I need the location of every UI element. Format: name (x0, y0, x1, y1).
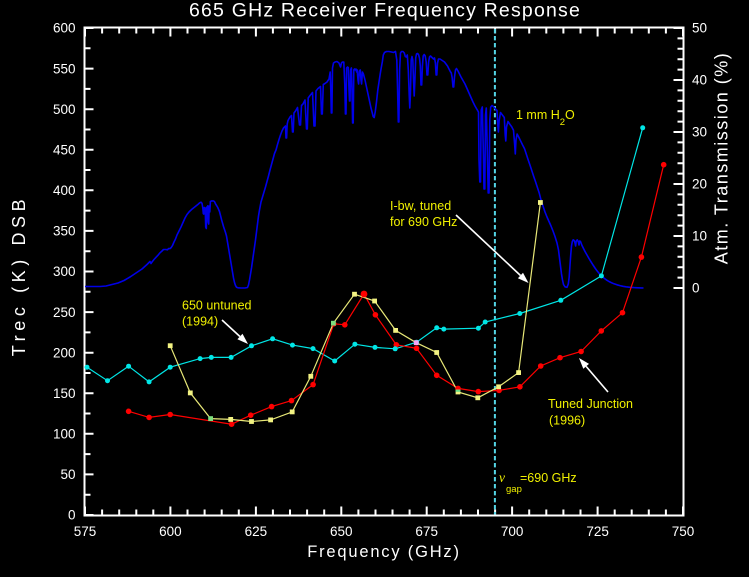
svg-text:0: 0 (68, 508, 76, 523)
svg-text:400: 400 (53, 183, 76, 198)
svg-text:30: 30 (692, 125, 707, 140)
svg-text:750: 750 (672, 524, 695, 539)
svg-text:575: 575 (74, 524, 97, 539)
svg-text:500: 500 (53, 102, 76, 117)
svg-text:700: 700 (501, 524, 524, 539)
svg-text:ν: ν (499, 470, 505, 485)
svg-text:650: 650 (330, 524, 353, 539)
svg-text:gap: gap (506, 484, 522, 495)
svg-text:675: 675 (415, 524, 438, 539)
svg-text:665 GHz Receiver Frequency Res: 665 GHz Receiver Frequency Response (189, 0, 581, 22)
svg-text:625: 625 (245, 524, 268, 539)
svg-text:50: 50 (692, 21, 707, 36)
svg-text:250: 250 (53, 305, 76, 320)
svg-text:Frequency (GHz): Frequency (GHz) (307, 543, 461, 561)
svg-text:150: 150 (53, 386, 76, 401)
svg-text:I-bw, tuned: I-bw, tuned (390, 199, 451, 213)
svg-text:Trec (K) DSB: Trec (K) DSB (9, 195, 29, 357)
svg-text:650 untuned: 650 untuned (182, 299, 252, 313)
svg-text:600: 600 (53, 21, 76, 36)
svg-text:300: 300 (53, 264, 76, 279)
svg-text:20: 20 (692, 177, 707, 192)
svg-text:0: 0 (692, 281, 700, 296)
svg-text:50: 50 (60, 467, 75, 482)
svg-text:for 690 GHz: for 690 GHz (390, 215, 457, 229)
svg-text:450: 450 (53, 142, 76, 157)
svg-text:550: 550 (53, 61, 76, 76)
svg-text:600: 600 (159, 524, 182, 539)
svg-text:10: 10 (692, 229, 707, 244)
svg-text:100: 100 (53, 427, 76, 442)
svg-text:Tuned Junction: Tuned Junction (548, 397, 633, 411)
svg-text:200: 200 (53, 345, 76, 360)
svg-text:40: 40 (692, 73, 707, 88)
svg-text:(1996): (1996) (549, 414, 585, 428)
svg-text:725: 725 (586, 524, 609, 539)
svg-text:=690 GHz: =690 GHz (520, 471, 577, 485)
svg-text:(1994): (1994) (182, 315, 218, 329)
svg-text:350: 350 (53, 224, 76, 239)
svg-text:Atm. Transmission (%): Atm. Transmission (%) (712, 52, 732, 265)
